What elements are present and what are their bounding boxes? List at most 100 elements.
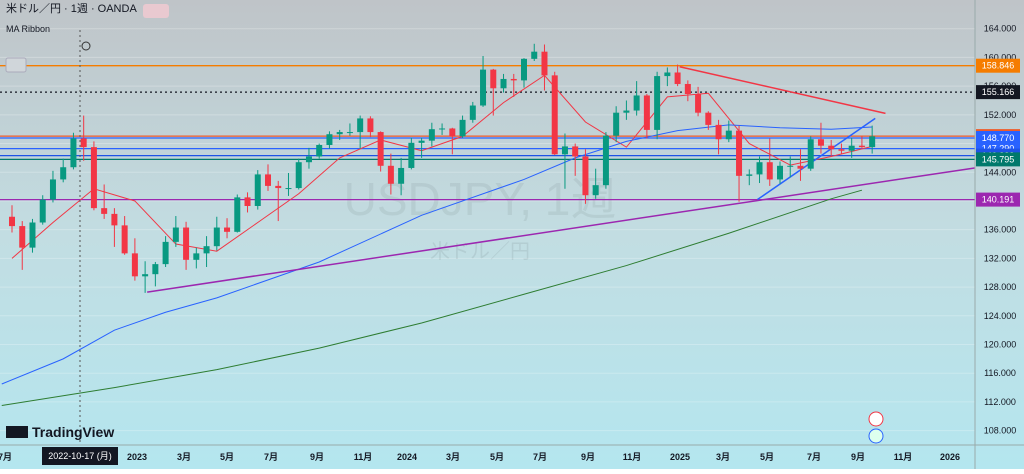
- candle-body: [561, 146, 568, 155]
- candle-body: [858, 145, 865, 148]
- candle-body: [357, 118, 364, 133]
- candle-body: [817, 139, 824, 146]
- y-tick-label: 116.000: [984, 368, 1016, 378]
- candle-body: [828, 145, 835, 150]
- price-label: 148.770: [982, 133, 1015, 143]
- x-tick-label: 7月: [807, 452, 821, 462]
- candle-body: [193, 253, 200, 260]
- x-tick-label: 11月: [894, 452, 913, 462]
- candle-body: [684, 83, 691, 95]
- candle-body: [695, 94, 702, 113]
- x-tick-label: 7月: [0, 452, 12, 462]
- candle-body: [183, 227, 190, 260]
- x-tick-label: 11月: [354, 452, 373, 462]
- candle-body: [172, 227, 179, 242]
- candle-body: [592, 185, 599, 196]
- candle-body: [316, 144, 323, 157]
- collapse-button[interactable]: [5, 57, 27, 73]
- candle-body: [797, 165, 804, 169]
- x-tick-label: 9月: [851, 452, 865, 462]
- symbol-title[interactable]: 米ドル／円 · 1週 · OANDA: [6, 2, 137, 15]
- candle-body: [336, 132, 343, 135]
- x-tick-label: 9月: [310, 452, 324, 462]
- price-label-bg: [976, 192, 1020, 207]
- indicator-name[interactable]: MA Ribbon: [6, 24, 50, 34]
- candle-body: [19, 226, 26, 248]
- candle-body: [285, 188, 292, 190]
- candle-body: [326, 134, 333, 145]
- candle-body: [623, 110, 630, 113]
- candle-body: [213, 227, 220, 247]
- price-label: 145.795: [982, 154, 1015, 164]
- candle-body: [439, 128, 446, 130]
- x-tick-label: 9月: [581, 452, 595, 462]
- event-icon[interactable]: [868, 428, 884, 444]
- y-tick-label: 128.000: [984, 282, 1017, 292]
- event-icon[interactable]: [868, 411, 884, 427]
- x-tick-label: 3月: [716, 452, 730, 462]
- candle-body: [70, 138, 77, 168]
- candle-body: [715, 124, 722, 140]
- candle-body: [346, 132, 353, 134]
- candle-body: [602, 135, 609, 186]
- candle-body: [787, 165, 794, 167]
- candle-body: [582, 156, 589, 196]
- candle-body: [838, 149, 845, 151]
- candle-body: [224, 227, 231, 232]
- candle-body: [633, 95, 640, 111]
- candle-body: [295, 162, 302, 189]
- y-tick-label: 152.000: [984, 110, 1017, 120]
- candle-body: [428, 129, 435, 141]
- candle-body: [49, 179, 56, 200]
- candle-body: [398, 167, 405, 184]
- price-label: 155.166: [982, 87, 1015, 97]
- candle-body: [39, 199, 46, 223]
- candle-body: [705, 112, 712, 125]
- candle-body: [490, 69, 497, 89]
- crosshair-label: 2022-10-17 (月): [48, 451, 112, 461]
- candle-body: [80, 138, 87, 148]
- y-tick-label: 112.000: [984, 397, 1016, 407]
- candle-body: [203, 246, 210, 254]
- candle-body: [807, 139, 814, 169]
- x-tick-label: 5月: [490, 452, 504, 462]
- candle-body: [736, 130, 743, 176]
- x-tick-label: 11月: [623, 452, 642, 462]
- candle-body: [521, 58, 527, 81]
- visibility-icon[interactable]: [81, 41, 91, 51]
- moving-average: [11, 74, 873, 259]
- candle-body: [275, 185, 282, 189]
- candle-body: [480, 69, 487, 106]
- candle-body: [643, 95, 650, 130]
- price-label-bg: [976, 58, 1020, 73]
- status-badge[interactable]: [143, 4, 169, 18]
- x-tick-label: 7月: [533, 452, 547, 462]
- candle-body: [848, 145, 855, 151]
- y-tick-label: 160.000: [984, 52, 1017, 62]
- y-tick-label: 164.000: [984, 24, 1017, 34]
- candle-body: [142, 274, 149, 277]
- candle-body: [265, 174, 271, 186]
- brand-name: TradingView: [32, 424, 114, 440]
- candle-body: [305, 156, 312, 163]
- candle-body: [449, 128, 456, 137]
- candle-body: [254, 174, 261, 206]
- candle-body: [674, 72, 681, 84]
- price-label-bg: [976, 131, 1020, 146]
- trend-line: [147, 167, 975, 293]
- candle-body: [469, 105, 476, 120]
- y-tick-label: 124.000: [984, 311, 1017, 321]
- crosshair-label-bg: [42, 447, 118, 465]
- candle-body: [551, 75, 558, 155]
- brand-logo: [6, 426, 28, 438]
- candle-body: [152, 264, 159, 275]
- candle-body: [90, 147, 97, 209]
- candle-body: [756, 162, 763, 175]
- candle-body: [121, 225, 128, 254]
- y-tick-label: 132.000: [984, 253, 1017, 263]
- candle-body: [664, 72, 671, 77]
- candle-body: [111, 213, 118, 226]
- candle-body: [101, 208, 108, 214]
